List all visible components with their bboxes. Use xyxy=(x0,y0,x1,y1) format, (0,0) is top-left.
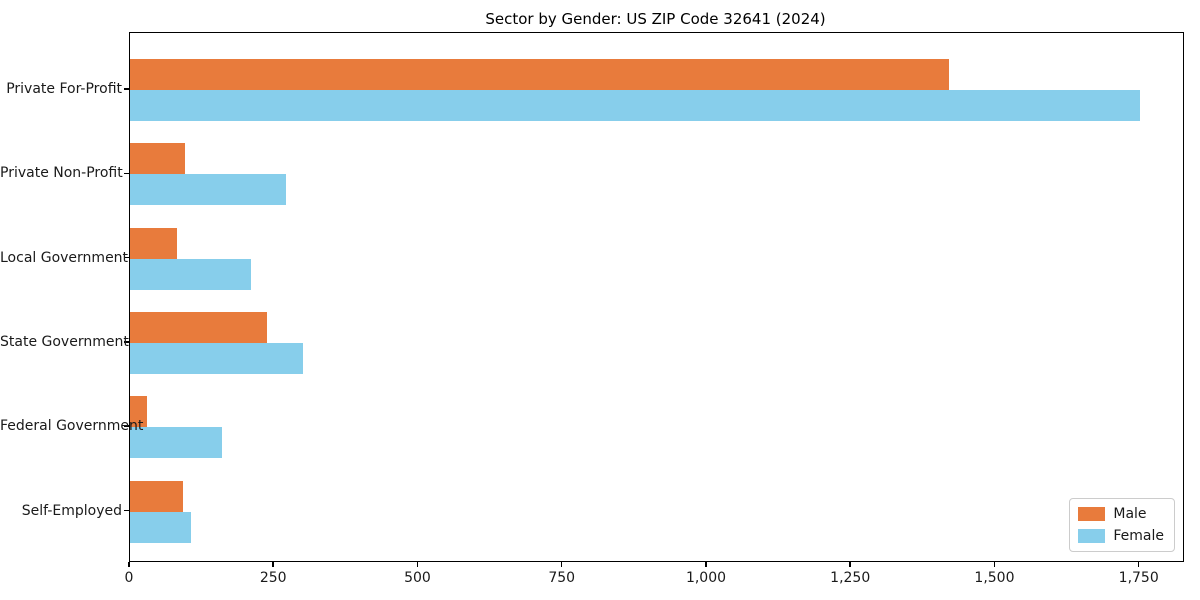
x-tick-label: 250 xyxy=(259,570,287,586)
x-tick-label: 1,500 xyxy=(974,570,1015,586)
x-tick-mark xyxy=(128,561,130,567)
legend-swatch-male xyxy=(1078,507,1106,521)
bar-female-private-non-profit xyxy=(130,174,286,206)
bar-female-state-government xyxy=(130,342,304,374)
bar-female-federal-government xyxy=(130,427,223,459)
y-tick-mark xyxy=(124,425,129,427)
plot-area: Male Female xyxy=(129,32,1184,562)
x-tick-label: 500 xyxy=(404,570,431,586)
y-tick-label: Private For-Profit xyxy=(6,81,122,97)
y-tick-mark xyxy=(124,341,129,343)
bar-male-private-for-profit xyxy=(130,59,950,90)
y-tick-label: Federal Government xyxy=(0,418,144,435)
chart-title: Sector by Gender: US ZIP Code 32641 (202… xyxy=(485,10,826,28)
legend-swatch-female xyxy=(1078,529,1106,543)
x-tick-label: 1,750 xyxy=(1118,570,1159,586)
y-tick-mark xyxy=(124,509,129,512)
bar-female-self-employed xyxy=(130,511,191,543)
legend-item-male: Male xyxy=(1078,506,1164,522)
bar-female-local-government xyxy=(130,258,252,290)
x-tick-mark xyxy=(993,561,996,567)
legend-label: Male xyxy=(1113,506,1147,522)
x-tick-label: 0 xyxy=(124,570,134,586)
x-tick-mark xyxy=(560,561,563,567)
bar-male-state-government xyxy=(130,311,268,343)
x-tick-mark xyxy=(1137,561,1140,567)
y-tick-label: State Government xyxy=(0,333,129,350)
x-tick-mark xyxy=(705,561,707,567)
bar-male-self-employed xyxy=(130,480,184,512)
bar-female-private-for-profit xyxy=(130,90,1140,121)
y-tick-label: Self-Employed xyxy=(21,502,122,519)
bar-male-private-non-profit xyxy=(130,143,185,175)
x-tick-mark xyxy=(849,561,851,567)
x-tick-label: 1,250 xyxy=(830,570,871,586)
y-tick-mark xyxy=(124,88,129,90)
bar-male-federal-government xyxy=(130,396,148,428)
legend-label: Female xyxy=(1113,528,1164,544)
legend: Male Female xyxy=(1069,498,1175,552)
x-tick-label: 1,000 xyxy=(685,570,727,586)
y-tick-label: Private Non-Profit xyxy=(0,165,123,182)
bar-male-local-government xyxy=(130,227,178,259)
x-tick-mark xyxy=(416,561,419,567)
legend-item-female: Female xyxy=(1078,528,1164,544)
y-tick-mark xyxy=(124,256,129,259)
y-tick-label: Local Government xyxy=(0,249,129,266)
x-tick-mark xyxy=(272,561,274,567)
x-tick-label: 750 xyxy=(548,570,576,586)
y-tick-mark xyxy=(124,172,129,175)
